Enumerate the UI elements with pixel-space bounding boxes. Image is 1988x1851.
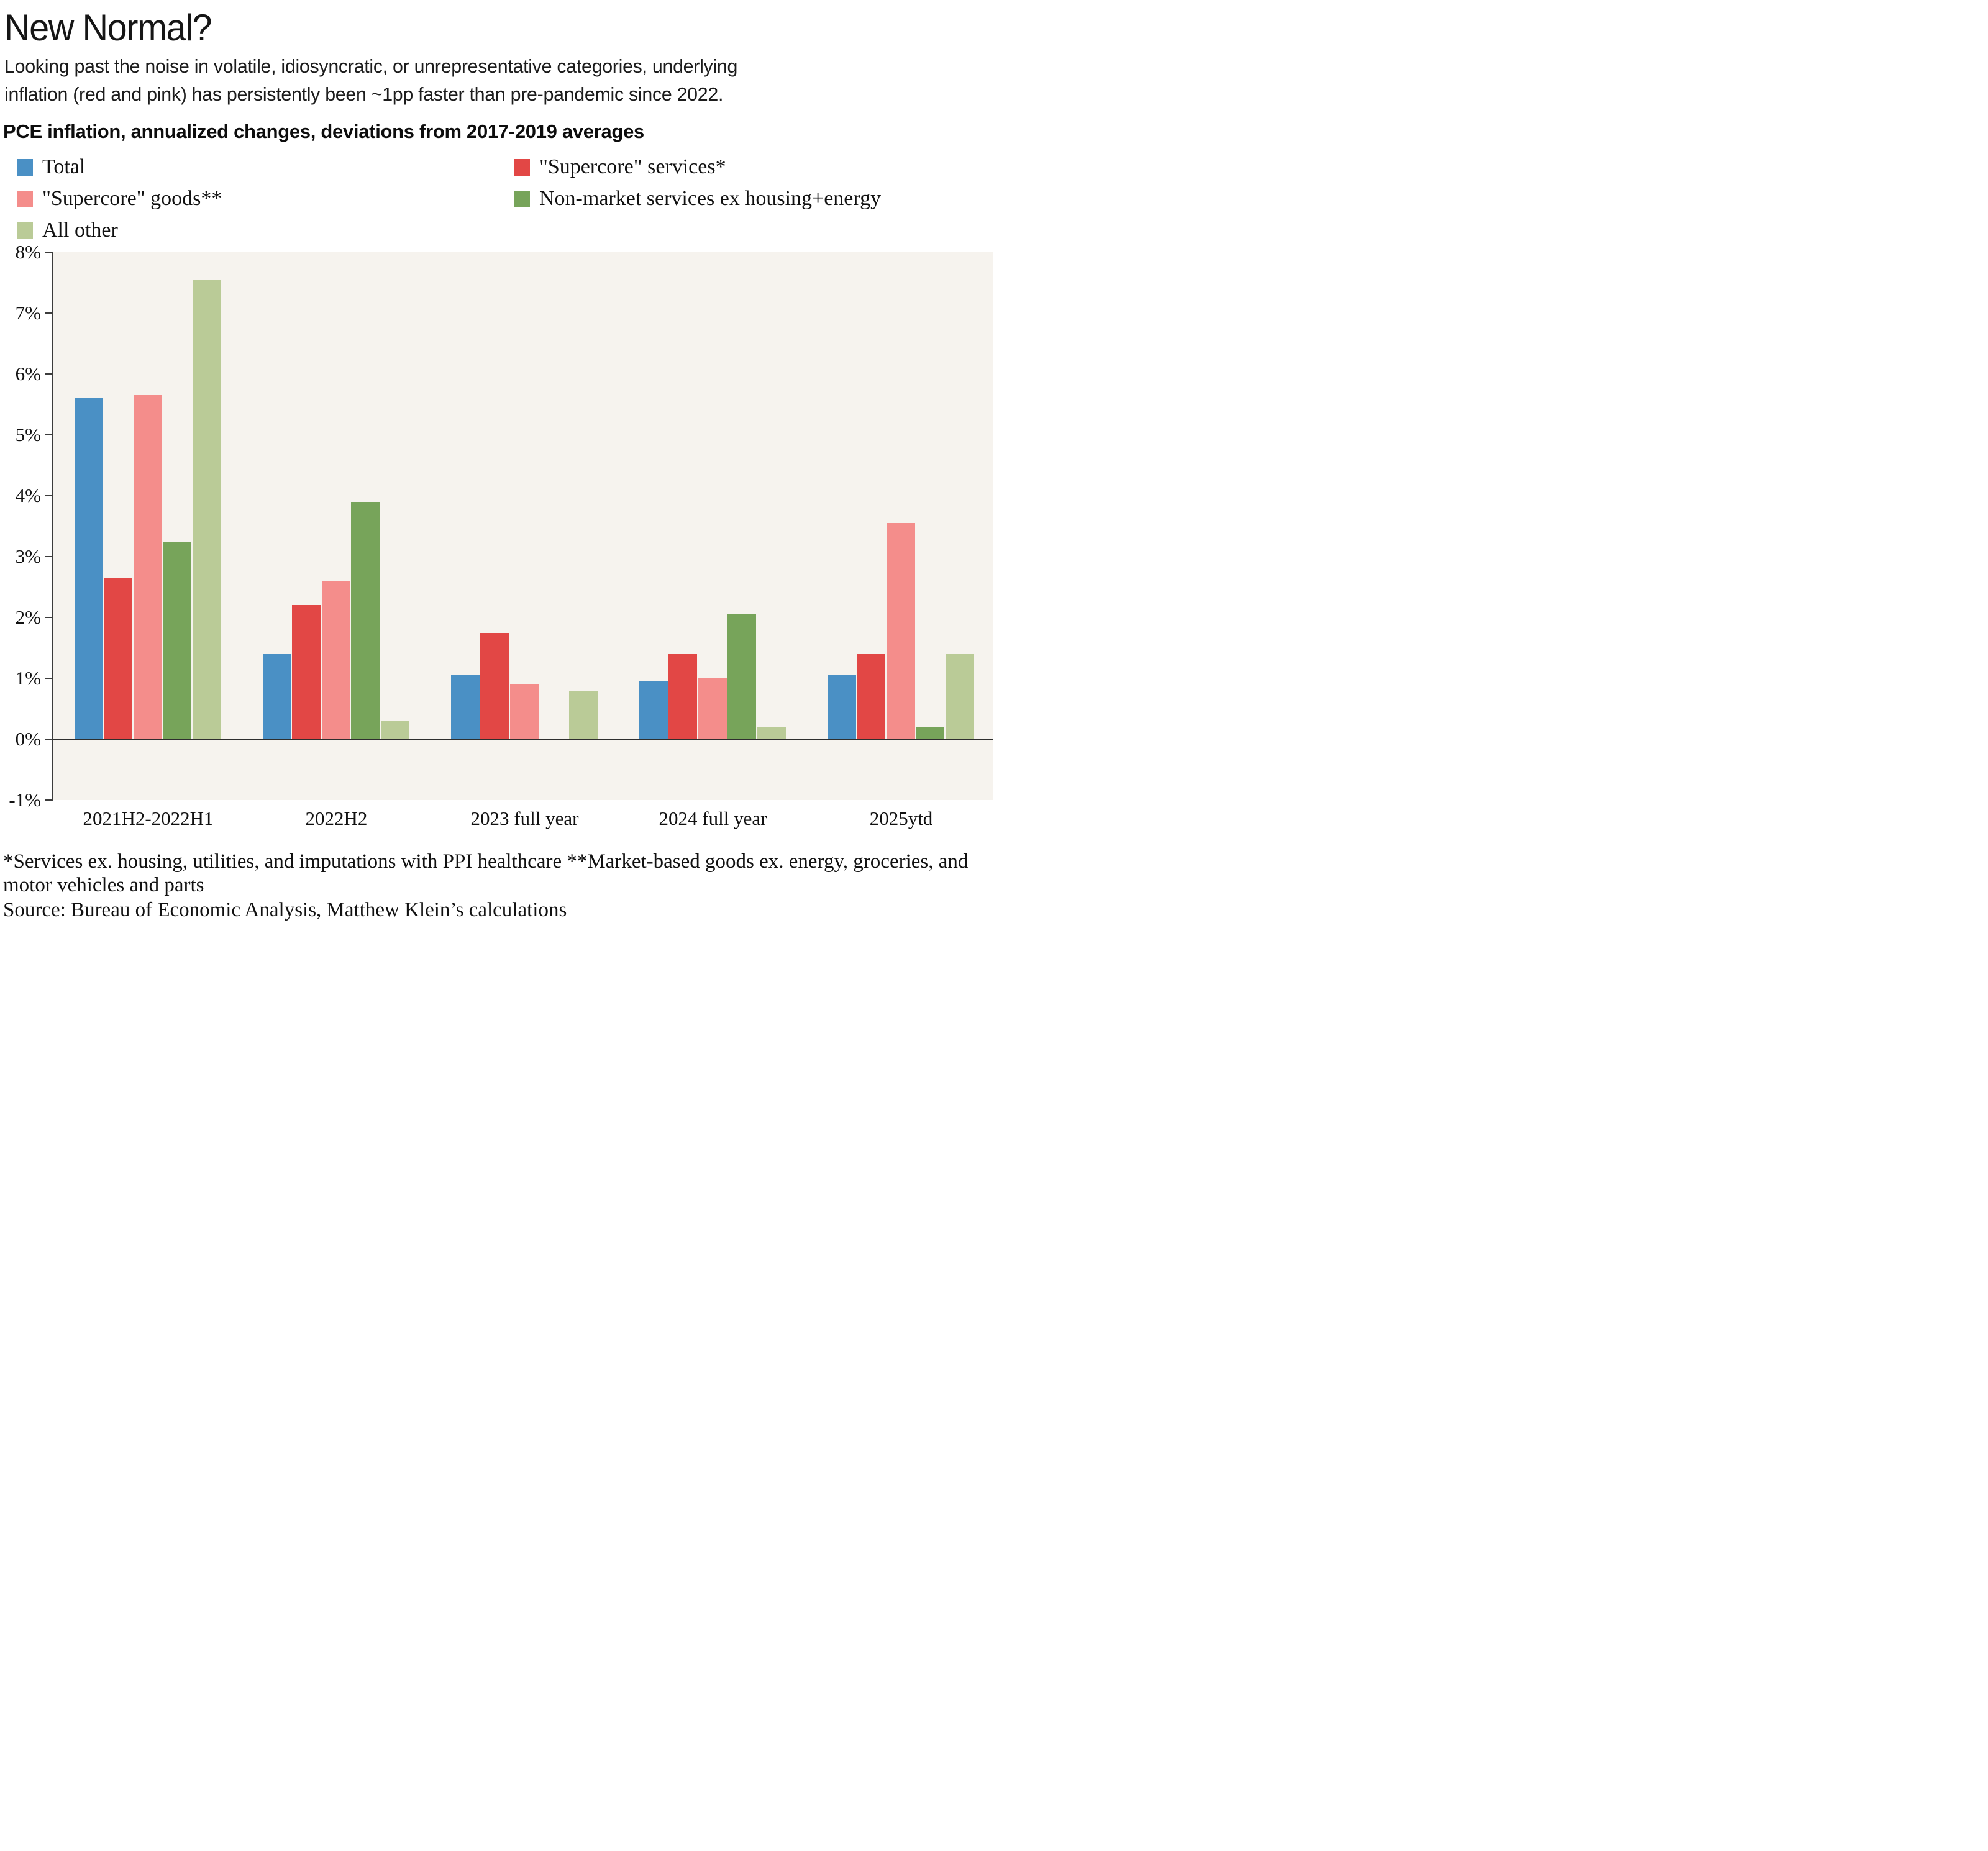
bar: [827, 675, 856, 739]
x-axis-label: 2023 full year: [470, 807, 579, 829]
legend-swatch-icon: [514, 190, 530, 207]
x-axis-label: 2022H2: [305, 807, 368, 829]
legend-label: All other: [42, 219, 118, 242]
footnote: *Services ex. housing, utilities, and im…: [3, 850, 969, 896]
legend-item: Non-market services ex housing+energy: [514, 187, 881, 211]
y-tick: [45, 556, 53, 557]
y-tick: [45, 678, 53, 679]
bar: [727, 614, 757, 739]
y-tick-label: 1%: [15, 667, 41, 689]
legend-item: All other: [17, 219, 514, 242]
bar: [450, 675, 480, 739]
legend-swatch-icon: [17, 190, 33, 207]
bar: [945, 653, 974, 739]
y-tick: [45, 434, 53, 435]
y-tick: [45, 799, 53, 801]
bar: [857, 653, 886, 739]
bar: [163, 541, 192, 739]
x-axis-label: 2021H2-2022H1: [83, 807, 214, 829]
y-tick-label: 0%: [15, 728, 41, 750]
y-tick: [45, 252, 53, 253]
bar: [74, 398, 103, 739]
bar: [292, 605, 321, 739]
bar: [321, 581, 350, 739]
y-tick-label: 3%: [15, 545, 41, 567]
y-tick-label: 2%: [15, 606, 41, 628]
x-axis-label: 2024 full year: [659, 807, 767, 829]
chart-page: New Normal? Looking past the noise in vo…: [0, 0, 994, 926]
bar: [104, 578, 133, 739]
y-tick-label: 6%: [15, 363, 41, 384]
bar: [639, 681, 668, 739]
legend-swatch-icon: [17, 222, 33, 239]
bar: [509, 684, 539, 739]
legend-item: Total: [17, 155, 514, 179]
y-tick: [45, 617, 53, 618]
y-tick: [45, 373, 53, 375]
page-title: New Normal?: [4, 7, 212, 48]
x-axis-label: 2025ytd: [869, 807, 933, 829]
source-note: Source: Bureau of Economic Analysis, Mat…: [3, 899, 567, 921]
legend-swatch-icon: [514, 158, 530, 176]
legend-item: "Supercore" services*: [514, 155, 881, 179]
legend-label: "Supercore" goods**: [42, 187, 222, 210]
bar: [916, 727, 945, 739]
legend-swatch-icon: [17, 158, 33, 176]
legend-label: "Supercore" services*: [539, 155, 726, 178]
bar: [757, 727, 786, 739]
zero-gridline: [53, 739, 993, 740]
chart-subtitle: Looking past the noise in volatile, idio…: [4, 55, 738, 105]
y-tick-label: 5%: [15, 424, 41, 445]
bar: [886, 523, 915, 739]
y-tick-label: 7%: [15, 302, 41, 324]
legend-item: "Supercore" goods**: [17, 187, 514, 211]
y-axis-line: [52, 252, 53, 801]
bar: [133, 395, 162, 739]
bar: [568, 690, 598, 739]
legend-label: Non-market services ex housing+energy: [539, 187, 882, 210]
bar: [351, 501, 380, 739]
y-tick-label: -1%: [9, 789, 41, 811]
bar: [262, 653, 291, 739]
y-tick-label: 8%: [15, 241, 41, 263]
bar: [192, 280, 221, 739]
y-tick: [45, 739, 53, 740]
y-tick: [45, 312, 53, 314]
bar: [480, 632, 509, 739]
bar: [698, 678, 727, 739]
chart-header: PCE inflation, annualized changes, devia…: [3, 121, 644, 142]
bar: [380, 721, 409, 739]
y-tick: [45, 495, 53, 496]
legend-label: Total: [42, 155, 86, 178]
chart-legend: Total "Supercore" services* "Supercore" go…: [17, 155, 881, 242]
bar: [668, 653, 698, 739]
y-tick-label: 4%: [15, 484, 41, 506]
